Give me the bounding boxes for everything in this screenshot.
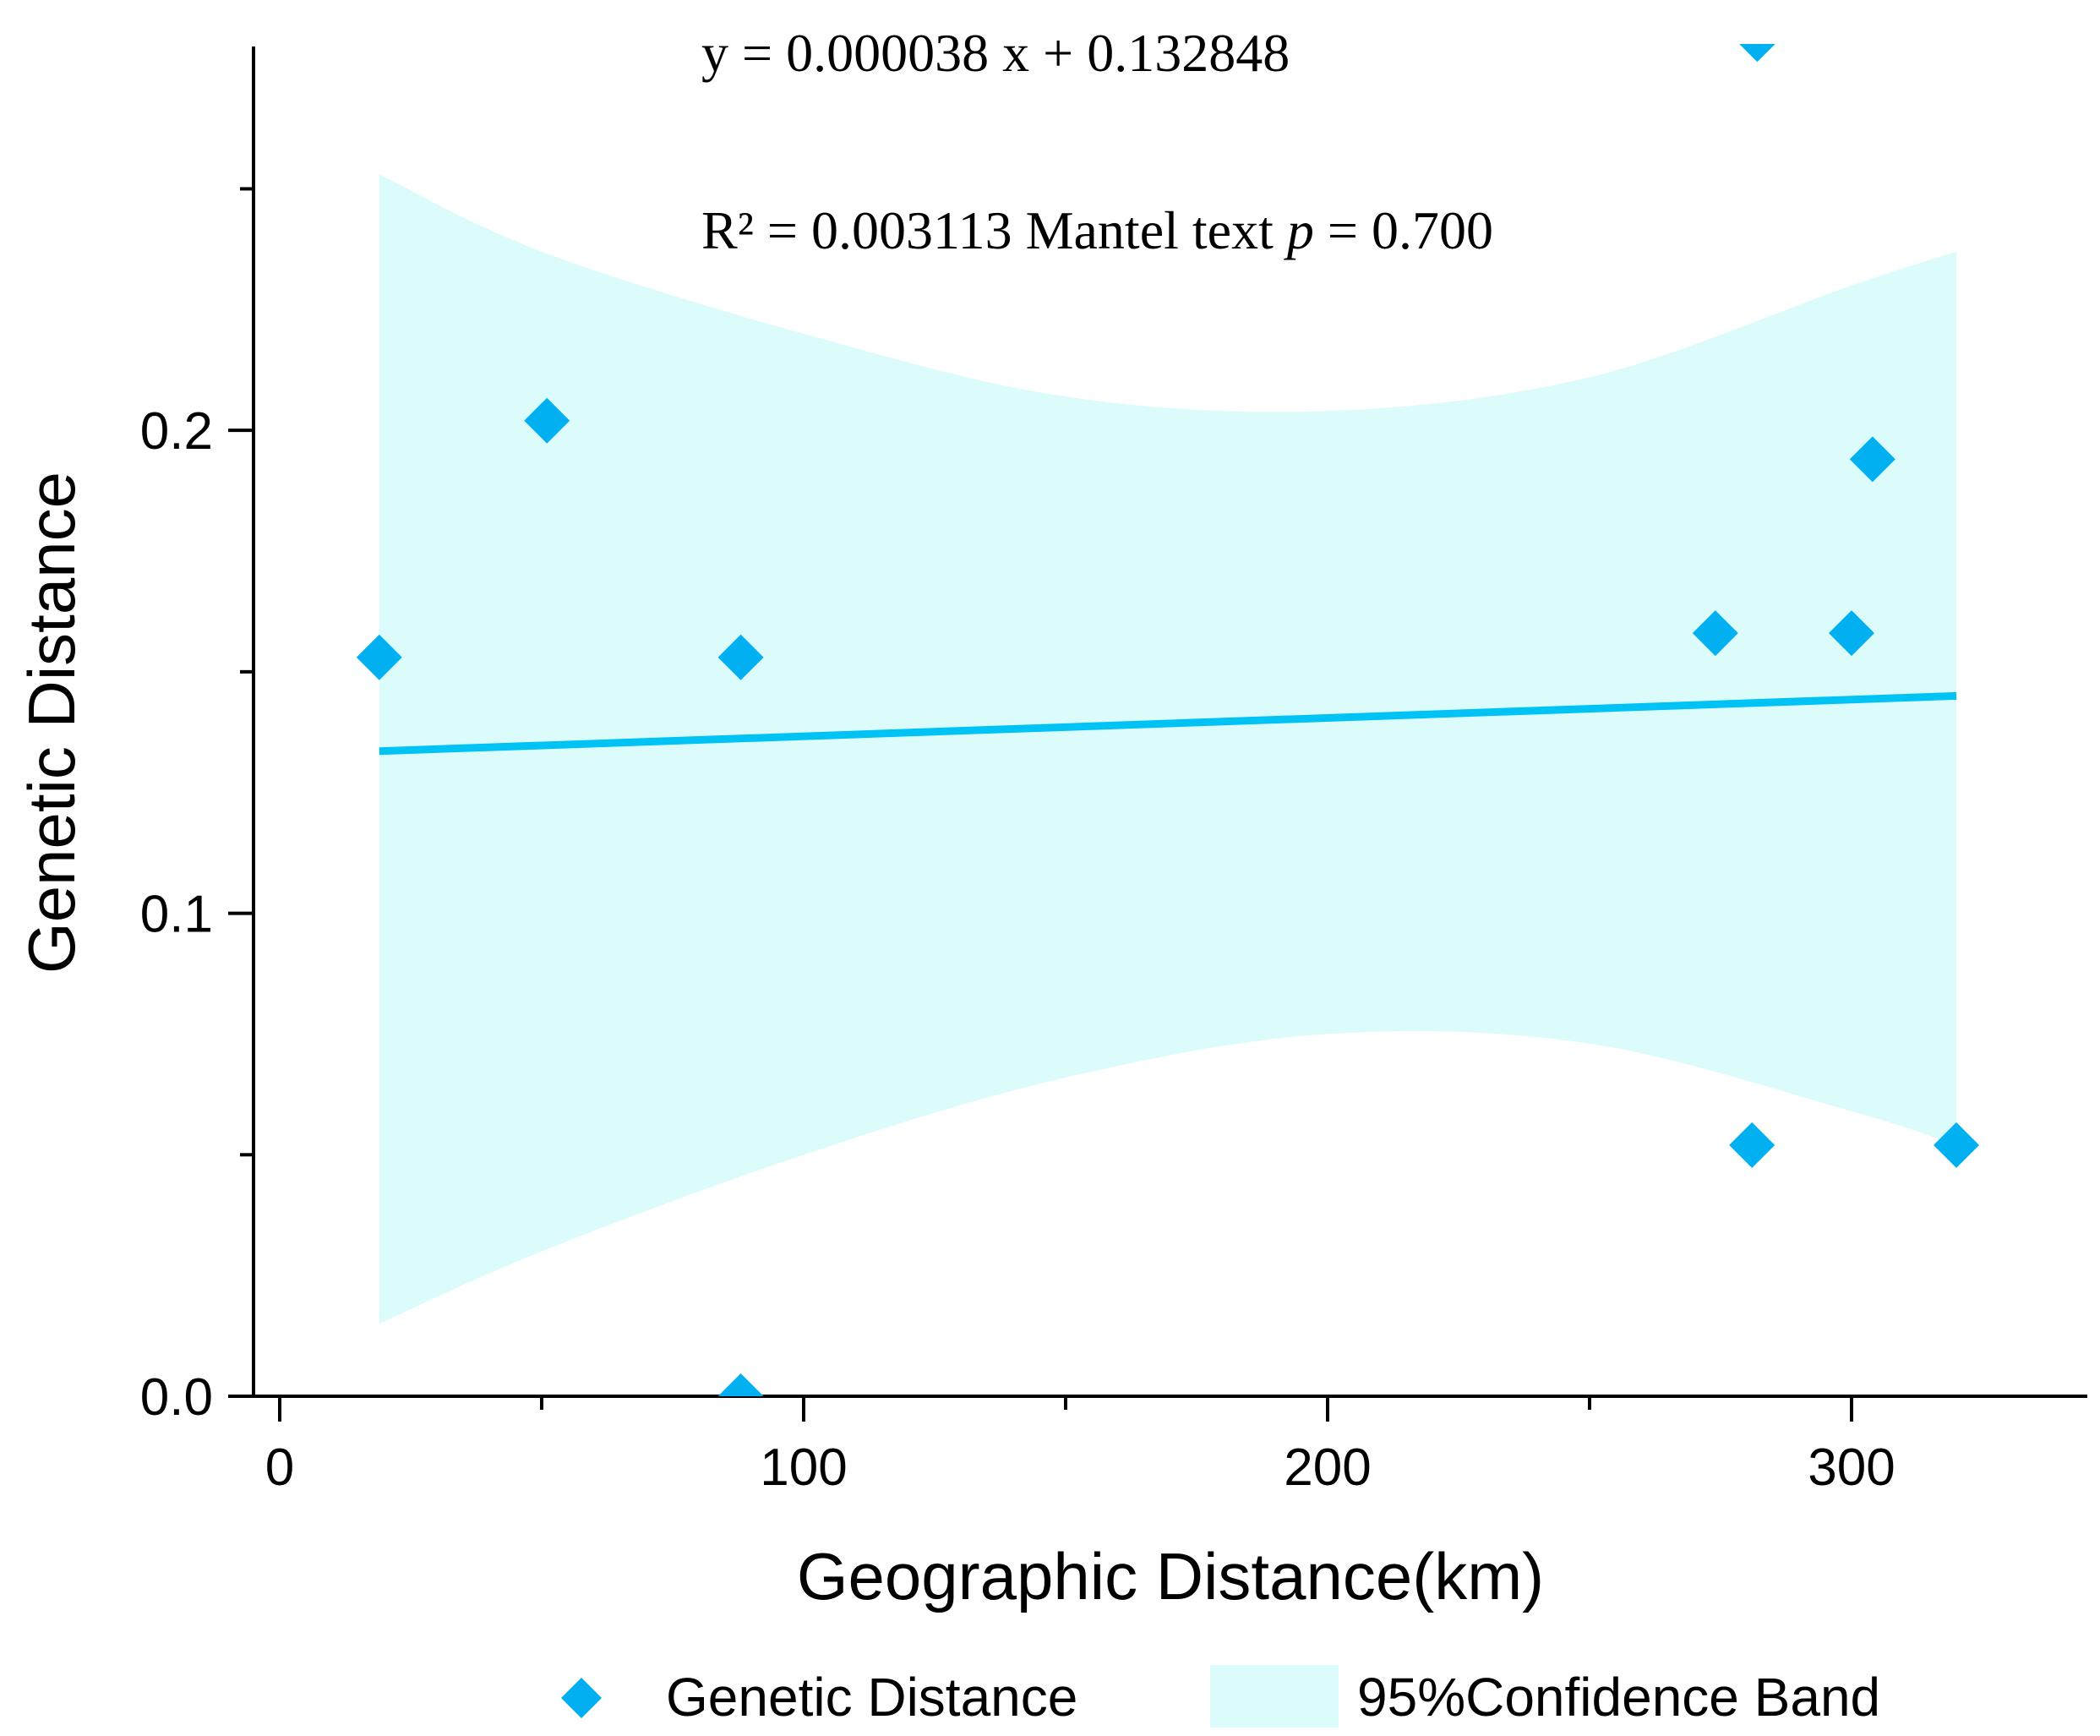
data-point [356,634,402,680]
data-point [1729,1122,1775,1168]
data-point [1934,1122,1979,1168]
legend-diamond-icon [561,1678,602,1718]
x-tick-label: 100 [760,1438,847,1497]
x-axis-title: Geographic Distance(km) [797,1539,1544,1613]
y-tick-label: 0.2 [140,402,213,461]
confidence-band [379,174,1956,1324]
r2-mantel-annotation: R² = 0.003113 Mantel text p = 0.700 [701,200,1493,260]
y-axis-title: Genetic Distance [14,472,89,974]
x-tick-label: 300 [1808,1438,1895,1497]
x-tick-label: 200 [1284,1438,1371,1497]
confidence-band-layer [379,174,1956,1324]
r2-text: R² = 0.003113 Mantel text [701,200,1287,260]
fit-line-layer [379,691,1957,756]
data-points-layer [356,44,1979,1396]
p-value: = 0.700 [1314,200,1493,260]
y-tick-label: 0.0 [140,1368,213,1427]
legend-label-genetic-distance: Genetic Distance [666,1667,1077,1728]
legend-label-confidence-band: 95%Confidence Band [1357,1667,1880,1728]
data-point [524,397,570,444]
axes-layer: 0 100 200 300 0.0 0.1 0.2 [140,46,2087,1497]
legend-band-swatch [1210,1665,1339,1728]
legend: Genetic Distance 95%Confidence Band [561,1665,1880,1728]
y-tick-label: 0.1 [140,886,213,944]
data-point [1739,44,1775,63]
data-point [717,634,764,680]
data-point [717,1373,764,1396]
equation-annotation: y = 0.000038 x + 0.132848 [701,23,1290,83]
data-point [1849,436,1895,483]
fit-line [379,691,1957,756]
x-tick-label: 0 [265,1438,294,1497]
data-point [1829,610,1874,657]
p-symbol: p [1284,200,1314,260]
data-point [1692,610,1738,657]
